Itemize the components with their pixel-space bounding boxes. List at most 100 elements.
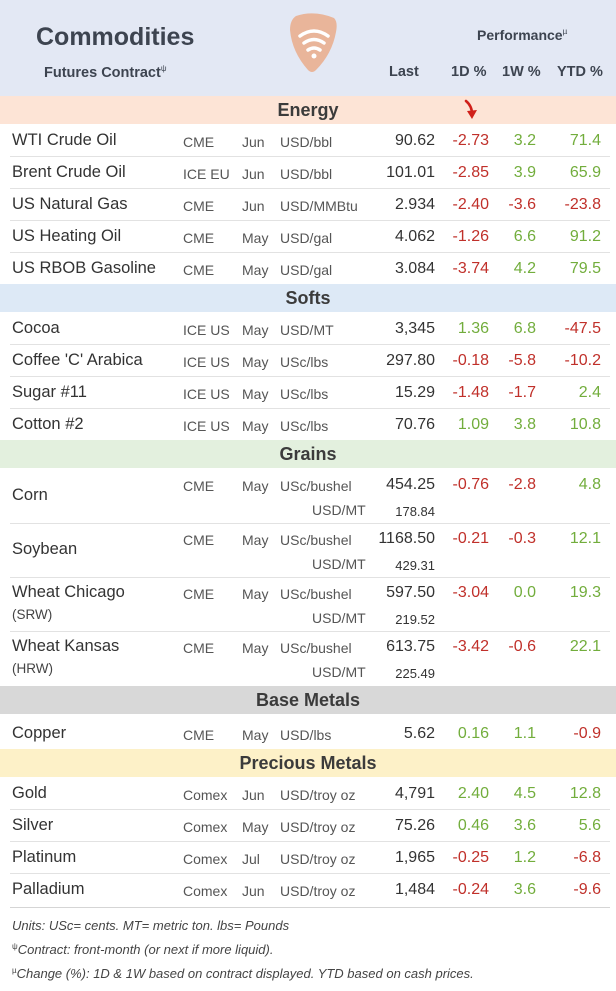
alt-unit: USD/MT — [312, 502, 366, 518]
contract-month: May — [242, 418, 269, 434]
change-1w: 6.6 — [513, 228, 536, 245]
col-1d: 1D % — [451, 64, 487, 80]
table-row: Wheat Chicago CME May USc/bushel 597.50 -3.04… — [0, 577, 616, 631]
commodity-name: Platinum — [12, 848, 77, 866]
change-1w: 3.8 — [513, 416, 536, 433]
change-1w: -0.6 — [508, 638, 536, 655]
commodity-name: Gold — [12, 784, 47, 802]
section-base-metals: Base Metals — [0, 686, 616, 714]
change-ytd: 5.6 — [578, 817, 601, 834]
commodity-name: Cocoa — [12, 319, 60, 337]
change-ytd: 65.9 — [569, 164, 601, 181]
commodity-name: Brent Crude Oil — [12, 163, 126, 181]
change-1w: -0.3 — [508, 530, 536, 547]
table-row: Palladium Comex Jun USD/troy oz 1,484 -0.24 3.… — [0, 874, 616, 906]
last-price: 454.25 — [386, 476, 435, 493]
change-1d: -0.76 — [452, 476, 489, 493]
change-ytd: 71.4 — [569, 132, 601, 149]
price-unit: USc/bushel — [280, 478, 352, 494]
price-unit: USc/bushel — [280, 532, 352, 548]
row-divider — [10, 252, 610, 253]
contract-month: Jun — [242, 198, 265, 214]
price-unit: USc/lbs — [280, 386, 329, 402]
price-unit: USc/bushel — [280, 640, 352, 656]
table-row: US RBOB Gasoline CME May USD/gal 3.084 -3.74 4… — [0, 253, 616, 285]
last-price: 1,484 — [394, 881, 435, 898]
change-1w: 4.2 — [513, 260, 536, 277]
commodity-name: Corn — [12, 486, 48, 504]
exchange: CME — [183, 640, 215, 656]
change-1d: -0.25 — [452, 849, 489, 866]
table-header: Commodities Futures Contractψ Performanc… — [0, 0, 616, 96]
table-row: Gold Comex Jun USD/troy oz 4,791 2.40 4.5 12.8 — [0, 778, 616, 810]
alt-price: 225.49 — [395, 666, 435, 681]
last-price: 297.80 — [386, 352, 435, 369]
change-1d: -3.42 — [452, 638, 489, 655]
commodity-name: Palladium — [12, 880, 85, 898]
section-grains: Grains — [0, 440, 616, 468]
change-1w: 3.2 — [513, 132, 536, 149]
exchange: ICE US — [183, 386, 230, 402]
commodity-name: Wheat Kansas — [12, 637, 120, 655]
contract-month: May — [242, 640, 269, 656]
row-divider — [10, 873, 610, 874]
last-price: 90.62 — [394, 132, 435, 149]
last-price: 3,345 — [394, 320, 435, 337]
alt-unit: USD/MT — [312, 664, 366, 680]
change-1d: 0.16 — [457, 725, 489, 742]
alt-price: 178.84 — [395, 504, 435, 519]
table-row: Cocoa ICE US May USD/MT 3,345 1.36 6.8 -47.5 — [0, 313, 616, 345]
change-1w: -5.8 — [508, 352, 536, 369]
price-unit: USc/lbs — [280, 418, 329, 434]
change-1w: -1.7 — [508, 384, 536, 401]
price-unit: USc/lbs — [280, 354, 329, 370]
row-divider — [10, 577, 610, 578]
exchange: CME — [183, 230, 215, 246]
change-1d: -3.04 — [452, 584, 489, 601]
change-1d: -2.73 — [452, 132, 489, 149]
table-row: US Heating Oil CME May USD/gal 4.062 -1.26 6.6… — [0, 221, 616, 253]
exchange: CME — [183, 586, 215, 602]
table-row: Brent Crude Oil ICE EU Jun USD/bbl 101.01 -2.… — [0, 157, 616, 189]
price-unit: USD/troy oz — [280, 819, 356, 835]
price-unit: USD/bbl — [280, 134, 333, 150]
change-ytd: 22.1 — [569, 638, 601, 655]
last-price: 1,965 — [394, 849, 435, 866]
price-unit: USD/lbs — [280, 727, 332, 743]
table-row: Platinum Comex Jul USD/troy oz 1,965 -0.25 1.2… — [0, 842, 616, 874]
row-divider — [10, 523, 610, 524]
commodity-name: Soybean — [12, 540, 78, 558]
change-ytd: -9.6 — [573, 881, 601, 898]
alt-unit: USD/MT — [312, 556, 366, 572]
change-ytd: -0.9 — [573, 725, 601, 742]
contract-month: Jul — [242, 851, 260, 867]
change-1w: 3.6 — [513, 817, 536, 834]
row-divider — [10, 156, 610, 157]
exchange: CME — [183, 198, 215, 214]
exchange: Comex — [183, 851, 228, 867]
row-divider — [10, 809, 610, 810]
exchange: ICE US — [183, 354, 230, 370]
exchange: CME — [183, 478, 215, 494]
exchange: CME — [183, 532, 215, 548]
down-arrow-icon — [464, 99, 477, 119]
change-1d: -0.18 — [452, 352, 489, 369]
change-ytd: 10.8 — [569, 416, 601, 433]
last-price: 15.29 — [394, 384, 435, 401]
change-ytd: 4.8 — [578, 476, 601, 493]
contract-month: Jun — [242, 883, 265, 899]
section-precious-metals: Precious Metals — [0, 749, 616, 777]
change-ytd: -47.5 — [564, 320, 601, 337]
change-1d: 2.40 — [457, 785, 489, 802]
alt-unit: USD/MT — [312, 610, 366, 626]
exchange: CME — [183, 262, 215, 278]
footer-divider — [10, 907, 610, 908]
price-unit: USD/gal — [280, 262, 333, 278]
change-1d: 1.09 — [457, 416, 489, 433]
last-price: 597.50 — [386, 584, 435, 601]
commodity-name: Copper — [12, 724, 67, 742]
change-1d: -0.24 — [452, 881, 489, 898]
commodity-name: US RBOB Gasoline — [12, 259, 156, 277]
change-1d: -1.26 — [452, 228, 489, 245]
last-price: 101.01 — [386, 164, 435, 181]
